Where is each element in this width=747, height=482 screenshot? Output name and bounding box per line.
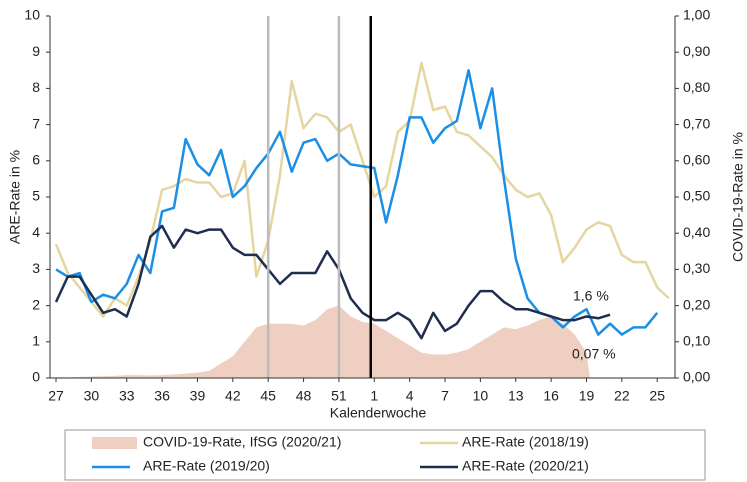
x-tick-label: 39	[190, 388, 206, 404]
legend-label: ARE-Rate (2020/21)	[462, 458, 589, 474]
y-tick-label: 4	[32, 224, 40, 240]
y2-tick-label: 0,60	[683, 152, 710, 168]
x-tick-label: 33	[119, 388, 135, 404]
y2-tick-label: 0,70	[683, 115, 710, 131]
x-tick-label: 13	[508, 388, 524, 404]
line	[55, 69, 659, 336]
x-tick-label: 19	[579, 388, 595, 404]
line	[54, 224, 611, 340]
y2-tick-label: 0,90	[683, 43, 710, 59]
annotation: 1,6 %	[573, 288, 609, 304]
x-tick-label: 7	[441, 388, 449, 404]
y2-tick-label: 0,80	[683, 79, 710, 95]
y-tick-label: 5	[32, 188, 40, 204]
y-tick-label: 8	[32, 79, 40, 95]
legend-label: ARE-Rate (2018/19)	[462, 434, 589, 450]
y2-tick-label: 0,10	[683, 333, 710, 349]
x-tick-label: 42	[225, 388, 241, 404]
y-tick-label: 1	[32, 333, 40, 349]
x-tick-label: 51	[331, 388, 347, 404]
y2-tick-label: 0,50	[683, 188, 710, 204]
y-tick-label: 6	[32, 152, 40, 168]
x-tick-label: 22	[614, 388, 630, 404]
x-axis-label: Kalenderwoche	[330, 405, 427, 421]
x-tick-label: 10	[473, 388, 489, 404]
x-tick-label: 16	[543, 388, 559, 404]
legend-swatch	[92, 437, 137, 449]
area	[56, 305, 591, 378]
legend-box	[64, 429, 706, 481]
x-tick-label: 30	[84, 388, 100, 404]
x-tick-label: 25	[649, 388, 665, 404]
y2-tick-label: 0,00	[683, 369, 710, 385]
y2-axis-label: COVID-19-Rate in %	[730, 132, 746, 262]
y-tick-label: 7	[32, 115, 40, 131]
line	[54, 61, 670, 318]
legend-label: COVID-19-Rate, IfSG (2020/21)	[143, 434, 341, 450]
y-tick-label: 3	[32, 260, 40, 276]
y-tick-label: 0	[32, 369, 40, 385]
x-tick-label: 27	[48, 388, 64, 404]
y2-tick-label: 0,30	[683, 260, 710, 276]
x-tick-label: 48	[296, 388, 312, 404]
x-tick-label: 1	[370, 388, 378, 404]
y2-tick-label: 0,20	[683, 296, 710, 312]
y-tick-label: 10	[24, 7, 40, 23]
legend-label: ARE-Rate (2019/20)	[143, 458, 270, 474]
y-tick-label: 9	[32, 43, 40, 59]
annotation: 0,07 %	[572, 346, 616, 362]
x-tick-label: 45	[260, 388, 276, 404]
y-tick-label: 2	[32, 296, 40, 312]
y2-tick-label: 1,00	[683, 7, 710, 23]
x-tick-label: 4	[406, 388, 414, 404]
x-tick-label: 36	[154, 388, 170, 404]
y-axis-label: ARE-Rate in %	[7, 150, 23, 244]
y2-tick-label: 0,40	[683, 224, 710, 240]
